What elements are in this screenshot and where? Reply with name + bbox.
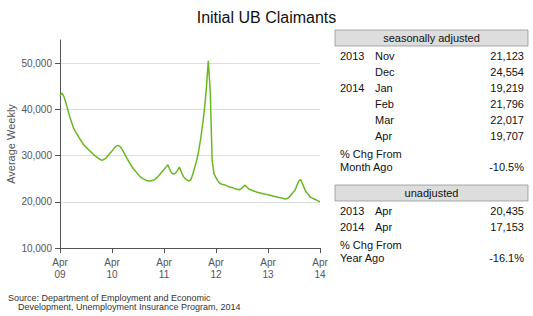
svg-text:12: 12 [210,269,222,280]
svg-text:Source: Department of Employme: Source: Department of Employment and Eco… [8,292,211,303]
svg-text:20,435: 20,435 [490,205,524,217]
svg-text:Year Ago: Year Ago [340,252,384,264]
svg-text:Apr: Apr [375,205,392,217]
svg-text:10,000: 10,000 [21,243,52,254]
svg-text:2013: 2013 [340,50,364,62]
svg-text:21,123: 21,123 [490,50,524,62]
svg-text:% Chg From: % Chg From [340,148,402,160]
svg-text:-10.5%: -10.5% [489,161,524,173]
svg-text:50,000: 50,000 [21,58,52,69]
svg-text:Apr: Apr [375,221,392,233]
svg-text:Dec: Dec [375,66,395,78]
svg-text:2013: 2013 [340,205,364,217]
svg-text:17,153: 17,153 [490,221,524,233]
svg-text:13: 13 [262,269,274,280]
svg-text:22,017: 22,017 [490,114,524,126]
svg-text:Apr: Apr [312,257,328,268]
svg-text:Apr: Apr [260,257,276,268]
svg-text:2014: 2014 [340,221,364,233]
svg-text:21,796: 21,796 [490,98,524,110]
svg-text:11: 11 [159,269,170,280]
svg-text:Mar: Mar [375,114,394,126]
svg-text:Feb: Feb [375,98,394,110]
svg-text:14: 14 [314,269,326,280]
svg-text:Apr: Apr [208,257,224,268]
svg-text:Apr: Apr [104,257,120,268]
svg-text:40,000: 40,000 [21,104,52,115]
svg-text:Apr: Apr [52,257,68,268]
svg-text:09: 09 [54,269,66,280]
svg-text:Month Ago: Month Ago [340,161,393,173]
svg-text:19,707: 19,707 [490,130,524,142]
svg-text:Apr: Apr [375,130,392,142]
svg-text:30,000: 30,000 [21,150,52,161]
svg-text:24,554: 24,554 [490,66,524,78]
svg-text:Jan: Jan [375,82,393,94]
svg-text:Nov: Nov [375,50,395,62]
svg-text:Apr: Apr [156,257,172,268]
svg-text:Average Weekly: Average Weekly [5,104,17,184]
svg-text:% Chg From: % Chg From [340,239,402,251]
svg-text:20,000: 20,000 [21,196,52,207]
svg-text:19,219: 19,219 [490,82,524,94]
svg-text:10: 10 [106,269,118,280]
svg-text:-16.1%: -16.1% [489,252,524,264]
svg-text:2014: 2014 [340,82,364,94]
svg-text:unadjusted: unadjusted [405,187,459,199]
svg-text:Initial UB Claimants: Initial UB Claimants [197,9,337,26]
svg-text:Development, Unemployment Insu: Development, Unemployment Insurance Prog… [8,302,241,312]
svg-text:seasonally adjusted: seasonally adjusted [383,32,480,44]
